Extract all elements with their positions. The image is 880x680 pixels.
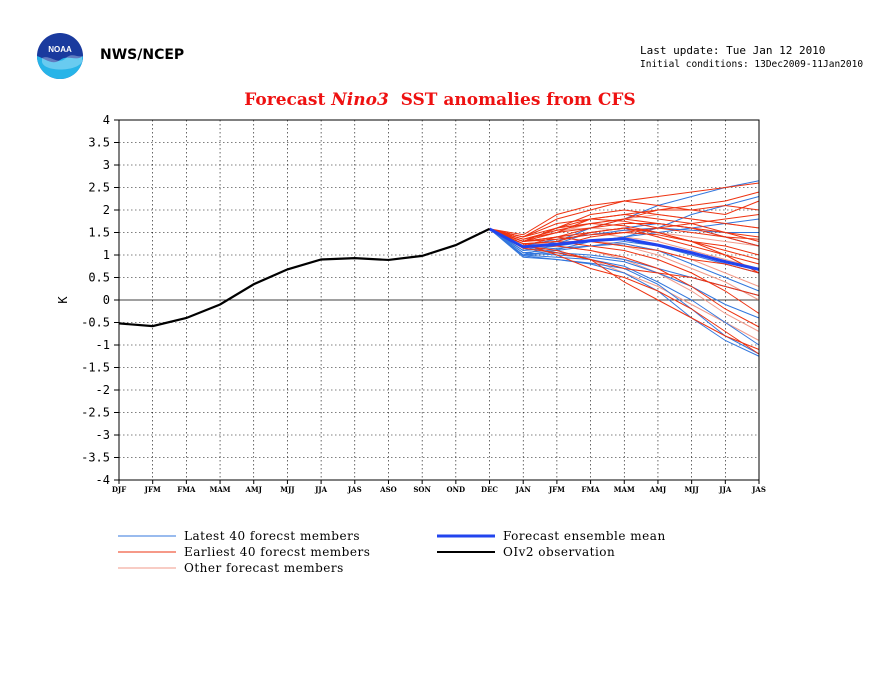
y-tick-label: -2.5 — [81, 406, 110, 420]
series — [118, 180, 760, 357]
x-tick-label: JAS — [751, 485, 766, 494]
x-tick-label: JJA — [718, 485, 732, 494]
earliest-member-line — [489, 228, 760, 256]
y-tick-label: 2 — [103, 203, 110, 217]
y-tick-label: -1.5 — [81, 361, 110, 375]
x-tick-label: JAS — [347, 485, 362, 494]
legend-label-mean: Forecast ensemble mean — [503, 529, 666, 543]
latest-member-line — [489, 227, 759, 247]
earliest-member-line — [489, 227, 760, 265]
earliest-member-line — [489, 222, 760, 260]
earliest-member-line — [489, 204, 760, 243]
x-tick-label: FMA — [177, 485, 196, 494]
x-tick-label: SON — [413, 485, 431, 494]
legend-label-latest: Latest 40 forecst members — [184, 529, 360, 543]
earliest-member-line — [489, 191, 760, 243]
y-tick-label: 0 — [103, 293, 110, 307]
org-name: NWS/NCEP — [100, 47, 185, 63]
y-tick-label: 1 — [103, 248, 110, 262]
title-post: SST anomalies from CFS — [388, 90, 636, 110]
legend-label-earliest: Earliest 40 forecst members — [184, 545, 370, 559]
x-tick-label: MAM — [210, 485, 231, 494]
y-tick-label: -0.5 — [81, 316, 110, 330]
x-tick-label: DEC — [481, 485, 498, 494]
y-tick-label: -3.5 — [81, 451, 110, 465]
earliest-member-line — [489, 218, 760, 240]
y-tick-label: 1.5 — [88, 226, 110, 240]
x-tick-label: FMA — [582, 485, 601, 494]
y-tick-label: 3 — [103, 158, 110, 172]
x-tick-label: JJA — [314, 485, 328, 494]
x-tick-label: JFM — [548, 485, 565, 494]
legend-label-other: Other forecast members — [184, 561, 344, 575]
last-update: Last update: Tue Jan 12 2010 — [640, 44, 826, 57]
y-tick-label: -1 — [96, 338, 110, 352]
y-axis: 4 3.5 3 2.5 2 1.5 1 0.5 0 -0.5 -1 -1.5 -2 -2.5 -3 -3.5 -… — [81, 113, 119, 487]
noaa-logo-icon: NOAA — [37, 33, 83, 79]
grid — [119, 120, 759, 480]
x-tick-label: OND — [447, 485, 466, 494]
plot-frame — [118, 119, 760, 481]
x-axis: DJF JFM FMA MAM AMJ MJJ JJA JAS ASO SON OND DEC JAN J… — [112, 480, 766, 494]
logo-text: NOAA — [48, 45, 72, 54]
title-italic: Nino3 — [331, 90, 389, 110]
observation-line — [118, 227, 491, 328]
x-tick-label: JFM — [144, 485, 161, 494]
legend: Latest 40 forecst members Forecast ensemb… — [118, 529, 666, 575]
latest-member-line — [489, 218, 760, 252]
x-tick-label: DJF — [112, 485, 126, 494]
ensemble-mean-line — [488, 227, 760, 271]
x-tick-label: MAM — [614, 485, 635, 494]
title-pre: Forecast — [244, 90, 332, 110]
y-tick-label: -2 — [96, 383, 110, 397]
earliest-member-line — [489, 200, 760, 236]
latest-member-line — [489, 228, 760, 357]
y-tick-label: -3 — [96, 428, 110, 442]
y-axis-label: K — [56, 296, 70, 304]
header: NOAA NWS/NCEP Last update: Tue Jan 12 20… — [0, 0, 880, 110]
y-tick-label: 3.5 — [88, 136, 110, 150]
y-tick-label: 0.5 — [88, 271, 110, 285]
latest-member-line — [489, 228, 760, 346]
earliest-member-line — [489, 228, 760, 274]
x-tick-label: MJJ — [280, 485, 295, 494]
x-tick-label: JAN — [515, 485, 532, 494]
earliest-member-line — [489, 209, 760, 238]
x-tick-label: MJJ — [684, 485, 699, 494]
x-tick-label: ASO — [379, 485, 397, 494]
y-tick-label: 2.5 — [88, 181, 110, 195]
y-tick-label: 4 — [103, 113, 110, 127]
initial-conditions: Initial conditions: 13Dec2009-11Jan2010 — [640, 59, 864, 70]
chart-title: Forecast Nino3 SST anomalies from CFS — [0, 90, 880, 110]
legend-label-observation: OIv2 observation — [503, 545, 615, 559]
earliest-member-line — [489, 228, 760, 350]
x-tick-label: AMJ — [649, 485, 667, 494]
x-tick-label: AMJ — [244, 485, 262, 494]
y-tick-label: -4 — [96, 473, 110, 487]
latest-member-line — [489, 228, 760, 292]
